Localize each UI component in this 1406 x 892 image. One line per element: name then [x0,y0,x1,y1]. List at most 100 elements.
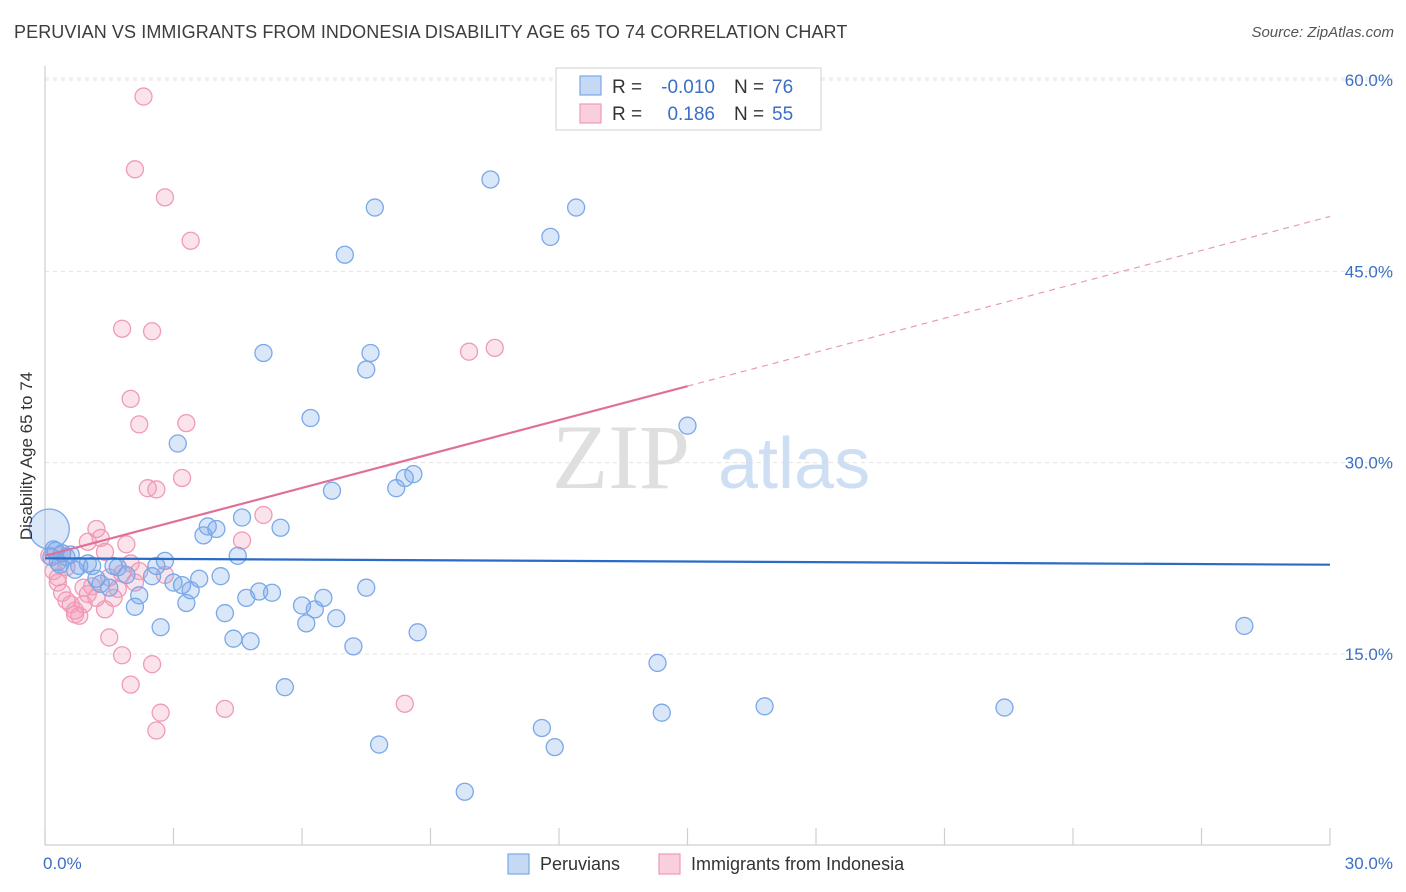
correlation-legend: R = -0.010 N = 76 R = 0.186 N = 55 [555,67,822,131]
peruvian-point [322,481,342,500]
peruvian-point [142,567,162,586]
peruvian-point [155,551,175,571]
legend-r-label-1: R = [612,77,642,98]
indonesia-point [395,694,414,713]
indonesia-point [112,646,132,665]
peruvian-point [147,556,166,576]
indonesia-point [147,721,166,740]
peruvian-point [652,703,671,722]
peruvian-point [481,170,500,189]
indonesia-point [215,699,235,718]
watermark-atlas: atlas [718,424,870,504]
peruvian-point [357,578,376,597]
peruvian-point [408,623,427,642]
peruvian-point [172,575,192,595]
indonesia-point [78,532,97,551]
trend-lines [44,215,1331,566]
indonesia-point [117,535,136,554]
peruvian-point [678,416,697,435]
peruvian-point [297,614,316,633]
peruvian-point [190,569,209,588]
peruvian-point [241,632,260,651]
peruvian-point [271,518,290,537]
chart-title: PERUVIAN VS IMMIGRANTS FROM INDONESIA DI… [14,22,848,42]
peruvian-point [545,737,564,757]
watermark-zip: ZIP [552,406,690,508]
x-tick-label: 30.0% [1345,854,1393,873]
legend-r-value-2: 0.186 [667,104,715,125]
indonesia-point [181,231,200,250]
indonesia-point [87,519,106,539]
bottom-legend-label-indonesia: Immigrants from Indonesia [691,854,905,874]
indonesia-point [121,675,140,694]
peruvian-point [168,434,187,453]
indonesia-point [147,480,166,499]
peruvian-point [125,597,145,616]
indonesia-point [130,415,149,434]
series-legend: Peruvians Immigrants from Indonesia [507,853,905,875]
peruvian-point [228,546,247,565]
indonesia-point [254,505,273,525]
y-tick-label: 60.0% [1345,71,1393,90]
legend-swatch-peruvians [579,75,602,96]
peruvian-point [455,782,474,801]
indonesia-point [459,342,479,361]
legend-n-value-1: 76 [772,77,793,98]
x-tick-label: 0.0% [43,854,82,873]
indonesia-point [177,413,196,433]
peruvian-point [232,508,252,527]
watermark: ZIP atlas [552,406,870,508]
legend-r-label-2: R = [612,104,642,125]
peruvian-point [1235,616,1254,636]
peruvian-point [211,567,230,586]
peruvian-point [541,227,560,247]
axes [44,66,1331,846]
peruvian-point [215,604,235,623]
indonesia-point [134,87,153,106]
peruvian-point [207,519,226,539]
peruvian-point [117,565,136,585]
gridlines [45,77,1394,655]
source-label: Source: ZipAtlas.com [1251,24,1394,41]
peruvian-point [357,360,376,379]
peruvian-point [395,468,414,488]
peruvian-point [254,343,273,363]
indonesia-point [100,628,119,647]
y-tick-label: 15.0% [1345,645,1393,664]
indonesia-point [65,605,85,624]
y-axis-title: Disability Age 65 to 74 [17,372,36,540]
indonesia-point [112,319,132,338]
indonesia-point [121,389,140,409]
peruvian-point [100,578,119,597]
peruvian-point [224,629,243,648]
y-tick-label: 45.0% [1345,262,1393,281]
bottom-legend-swatch-indonesia [658,853,681,875]
bottom-legend-label-peruvians: Peruvians [540,854,620,874]
peruvian-point [404,464,423,484]
tick-labels: 15.0% 30.0% 45.0% 60.0% 0.0% 30.0% [43,71,1393,873]
data-points [28,87,1254,801]
indonesia-point [95,600,115,619]
peruvian-point [361,343,380,363]
indonesia-point [125,160,145,179]
peruvian-point [151,618,170,637]
indonesia-point [151,703,170,722]
peruvian-point [91,574,110,593]
peruvian-point [532,718,552,738]
peruvian-point [365,198,384,217]
peruvian-point [262,583,282,602]
peruvian-point [755,697,774,716]
peruvian-point [130,586,149,605]
indonesia-trend-extension [687,215,1331,387]
peruvian-point [648,653,667,673]
peruvian-point [327,609,346,628]
indonesia-point [232,531,252,550]
indonesia-point [485,338,504,358]
peruvian-point [50,555,70,574]
indonesia-point [95,542,115,562]
indonesia-trend-line [44,385,688,557]
indonesia-point [48,573,67,592]
legend-n-value-2: 55 [772,104,793,125]
y-tick-label: 30.0% [1345,454,1393,473]
